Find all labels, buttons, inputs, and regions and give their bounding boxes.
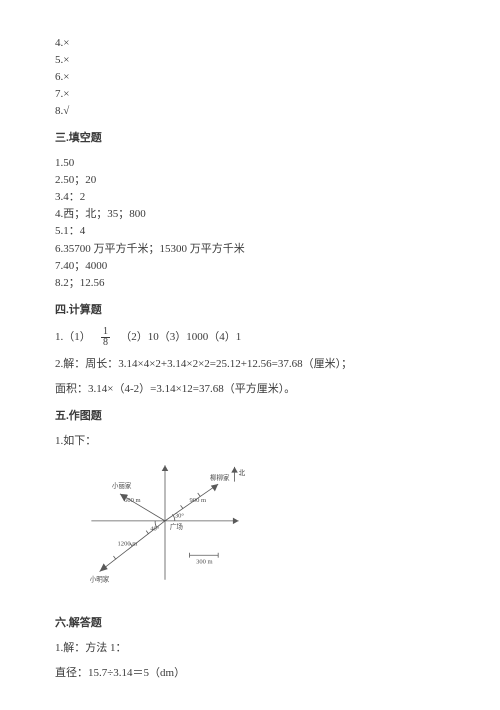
tf-item: 4.× bbox=[55, 35, 445, 52]
tf-item: 5.× bbox=[55, 52, 445, 69]
fill-item: 7.40；4000 bbox=[55, 258, 445, 275]
tf-n: 8 bbox=[55, 105, 61, 117]
tf-n: 5 bbox=[55, 54, 61, 66]
svg-text:40°: 40° bbox=[150, 526, 160, 533]
tf-item: 6.× bbox=[55, 69, 445, 86]
direction-diagram: 小丽家 600 m 柳柳家 900 m 广场 1200 m 小明家 300 m … bbox=[75, 455, 255, 590]
fill-item: 2.50；20 bbox=[55, 172, 445, 189]
tf-item: 7.× bbox=[55, 86, 445, 103]
svg-text:广场: 广场 bbox=[170, 522, 184, 531]
fill-item: 6.35700 万平方千米；15300 万平方千米 bbox=[55, 241, 445, 258]
fill-item: 3.4：2 bbox=[55, 189, 445, 206]
svg-text:小明家: 小明家 bbox=[90, 574, 110, 583]
tf-item: 8.√ bbox=[55, 103, 445, 120]
tf-mark: × bbox=[63, 71, 69, 83]
fill-item: 1.50 bbox=[55, 155, 445, 172]
tf-n: 6 bbox=[55, 71, 61, 83]
tf-n: 7 bbox=[55, 88, 61, 100]
drawing-q1: 1.如下： bbox=[55, 433, 445, 450]
tf-mark: √ bbox=[63, 105, 69, 117]
svg-text:柳柳家: 柳柳家 bbox=[210, 473, 230, 482]
fill-item: 8.2；12.56 bbox=[55, 275, 445, 292]
fill-item: 5.1：4 bbox=[55, 223, 445, 240]
svg-text:北: 北 bbox=[239, 469, 246, 477]
section4-block: 1.（1） 1 8 （2）10（3）1000（4）1 2.解：周长：3.14×4… bbox=[55, 327, 445, 398]
section6-block: 1.解：方法 1： 直径：15.7÷3.14＝5（dm） bbox=[55, 640, 445, 682]
section6-title: 六.解答题 bbox=[55, 615, 445, 632]
section3-title: 三.填空题 bbox=[55, 130, 445, 147]
fraction: 1 8 bbox=[101, 327, 110, 348]
fill-item: 4.西；北；35；800 bbox=[55, 206, 445, 223]
section4-title: 四.计算题 bbox=[55, 302, 445, 319]
calc-q2-l1: 2.解：周长：3.14×4×2+3.14×2×2=25.12+12.56=37.… bbox=[55, 356, 445, 373]
calc-q2-l2: 面积：3.14×（4-2）=3.14×12=37.68（平方厘米）。 bbox=[55, 381, 445, 398]
calc-q1: 1.（1） 1 8 （2）10（3）1000（4）1 bbox=[55, 327, 445, 348]
q1-suffix: （2）10（3）1000（4）1 bbox=[120, 331, 241, 343]
svg-text:30°: 30° bbox=[175, 512, 185, 519]
tf-mark: × bbox=[63, 88, 69, 100]
section3-block: 1.50 2.50；20 3.4：2 4.西；北；35；800 5.1：4 6.… bbox=[55, 155, 445, 291]
svg-text:小丽家: 小丽家 bbox=[112, 481, 132, 490]
svg-text:300 m: 300 m bbox=[196, 558, 213, 565]
frac-den: 8 bbox=[101, 338, 110, 348]
ans-q1-l1: 1.解：方法 1： bbox=[55, 640, 445, 657]
truefalse-block: 4.× 5.× 6.× 7.× 8.√ bbox=[55, 35, 445, 120]
svg-text:900 m: 900 m bbox=[190, 497, 207, 504]
svg-text:600 m: 600 m bbox=[124, 497, 141, 504]
q1-prefix: 1.（1） bbox=[55, 331, 91, 343]
section5-title: 五.作图题 bbox=[55, 408, 445, 425]
ans-q1-l2: 直径：15.7÷3.14＝5（dm） bbox=[55, 665, 445, 682]
svg-text:1200 m: 1200 m bbox=[118, 540, 138, 547]
tf-mark: × bbox=[63, 54, 69, 66]
tf-n: 4 bbox=[55, 37, 61, 49]
tf-mark: × bbox=[63, 37, 69, 49]
